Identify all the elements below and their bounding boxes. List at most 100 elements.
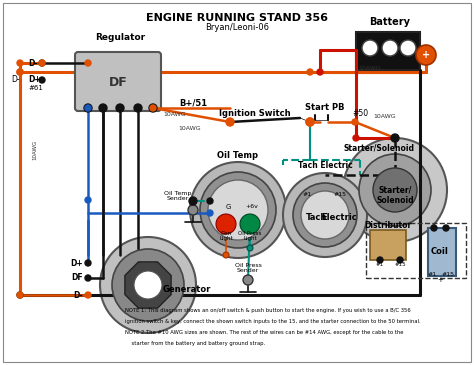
Text: #1: #1 (376, 262, 384, 268)
Circle shape (243, 275, 253, 285)
Text: #15: #15 (394, 262, 406, 268)
Circle shape (200, 172, 276, 248)
Circle shape (39, 60, 45, 66)
Circle shape (343, 138, 447, 242)
Text: #15: #15 (334, 192, 346, 197)
Circle shape (149, 104, 157, 112)
Text: G: G (225, 204, 231, 210)
Text: +: + (437, 277, 443, 283)
Circle shape (208, 180, 268, 240)
Circle shape (134, 104, 142, 112)
Text: D+: D+ (70, 258, 83, 268)
Circle shape (247, 245, 253, 251)
Text: D-: D- (73, 291, 83, 300)
Circle shape (400, 40, 416, 56)
Circle shape (85, 60, 91, 66)
Text: Battery: Battery (370, 17, 410, 27)
Text: Ignition Switch: Ignition Switch (219, 108, 291, 118)
Circle shape (216, 214, 236, 234)
Circle shape (134, 271, 162, 299)
Bar (366, 223, 466, 278)
Text: D-: D- (11, 76, 20, 85)
Circle shape (240, 214, 260, 234)
Text: D+: D+ (28, 76, 41, 85)
Text: +6v: +6v (246, 204, 258, 210)
Circle shape (85, 197, 91, 203)
Text: 10AWG: 10AWG (33, 140, 37, 160)
Text: Gen
Light: Gen Light (219, 231, 233, 241)
Circle shape (226, 118, 234, 126)
Circle shape (416, 45, 436, 65)
Text: NOTE 2 The #10 AWG sizes are shown. The rest of the wires can be #14 AWG, except: NOTE 2 The #10 AWG sizes are shown. The … (125, 330, 403, 335)
Circle shape (352, 119, 358, 125)
Circle shape (116, 104, 124, 112)
Circle shape (85, 260, 91, 266)
Text: 10AWG: 10AWG (359, 65, 381, 70)
Circle shape (359, 154, 431, 226)
Circle shape (293, 183, 357, 247)
Text: Starter/
Solenoid: Starter/ Solenoid (376, 185, 414, 205)
Text: 10AWG: 10AWG (179, 126, 201, 131)
Circle shape (306, 118, 314, 126)
Text: #15: #15 (441, 273, 455, 277)
Bar (356, 32, 420, 70)
Text: ignition switch & key, connect the shown switch inputs to the 15, and the starte: ignition switch & key, connect the shown… (125, 319, 420, 324)
Text: 10AWG: 10AWG (374, 115, 396, 119)
Circle shape (207, 210, 213, 216)
Text: 10AWG: 10AWG (164, 111, 186, 116)
Circle shape (373, 168, 417, 212)
Text: Electric: Electric (321, 212, 357, 222)
Text: B+/51: B+/51 (179, 99, 207, 108)
Text: Tach: Tach (306, 212, 328, 222)
Bar (428, 228, 456, 276)
Circle shape (17, 292, 23, 298)
Text: Coil: Coil (431, 247, 449, 257)
Circle shape (150, 105, 156, 111)
Text: #1: #1 (302, 192, 311, 197)
Circle shape (353, 135, 359, 141)
Text: Starter/Solenoid: Starter/Solenoid (344, 143, 415, 153)
Circle shape (112, 249, 184, 321)
Text: Oil Press
Sender: Oil Press Sender (235, 262, 262, 273)
Text: DF: DF (72, 273, 83, 283)
Circle shape (17, 69, 23, 75)
Circle shape (283, 173, 367, 257)
Circle shape (39, 77, 45, 83)
Circle shape (307, 69, 313, 75)
Circle shape (207, 198, 213, 204)
FancyBboxPatch shape (75, 52, 161, 111)
Text: +: + (422, 50, 430, 60)
Circle shape (17, 292, 23, 298)
Circle shape (17, 69, 23, 75)
Text: #50: #50 (352, 110, 368, 119)
Text: Oil Press
Light: Oil Press Light (238, 231, 262, 241)
Polygon shape (125, 262, 171, 308)
Circle shape (17, 60, 23, 66)
Text: D-: D- (28, 58, 37, 68)
Text: Regulator: Regulator (95, 34, 145, 42)
Circle shape (85, 292, 91, 298)
Text: #61: #61 (28, 85, 43, 91)
Text: Bryan/Leoni-06: Bryan/Leoni-06 (205, 23, 269, 31)
Circle shape (223, 252, 229, 258)
Text: starter from the battery and battery ground strap.: starter from the battery and battery gro… (125, 341, 265, 346)
Circle shape (39, 60, 45, 66)
Circle shape (377, 257, 383, 263)
Circle shape (85, 275, 91, 281)
Circle shape (84, 104, 92, 112)
Text: DF: DF (109, 76, 128, 88)
Text: Oil Temp
Sender: Oil Temp Sender (164, 191, 191, 201)
Circle shape (317, 69, 323, 75)
Circle shape (99, 104, 107, 112)
Circle shape (100, 237, 196, 333)
Circle shape (306, 118, 314, 126)
Circle shape (189, 197, 197, 205)
Circle shape (431, 225, 437, 231)
Text: Distributor: Distributor (365, 222, 411, 231)
Text: NOTE 1: This diagram shows an on/off switch & push button to start the engine. I: NOTE 1: This diagram shows an on/off swi… (125, 308, 411, 313)
Text: Oil Temp: Oil Temp (218, 150, 258, 160)
Circle shape (391, 134, 399, 142)
Circle shape (443, 225, 449, 231)
Circle shape (301, 191, 349, 239)
Circle shape (382, 40, 398, 56)
